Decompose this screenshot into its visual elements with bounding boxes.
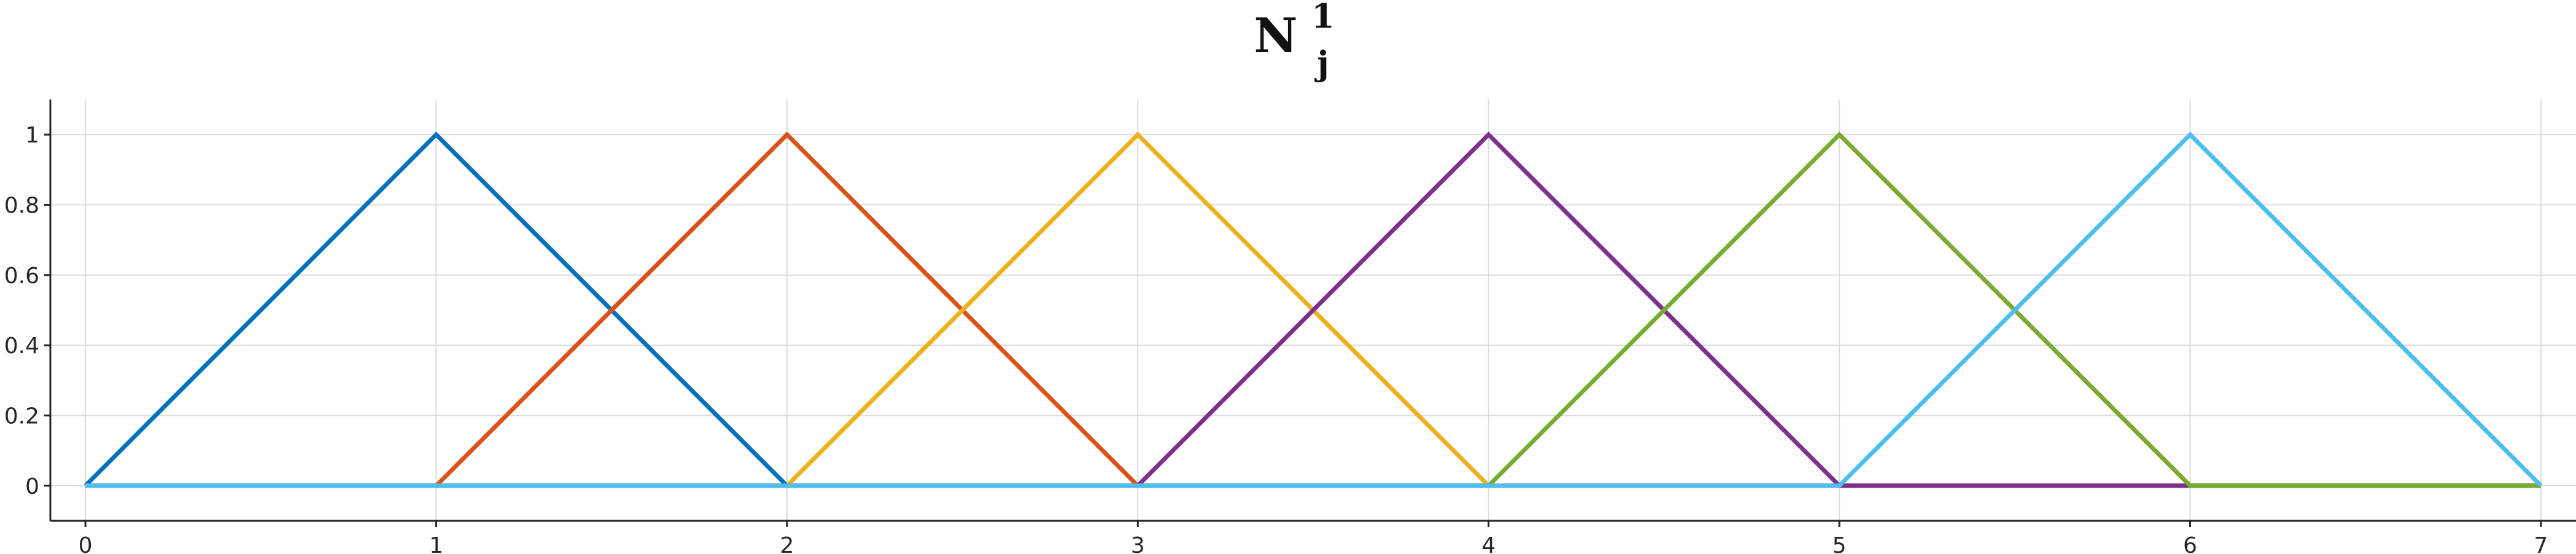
chart-title-subscript: j bbox=[1314, 44, 1329, 83]
y-tick-label: 1 bbox=[25, 123, 39, 148]
x-axis-ticks: 0 1 2 3 4 5 6 7 bbox=[79, 521, 2548, 554]
chart-title-main: N bbox=[1254, 8, 1297, 64]
y-tick-label: 0 bbox=[25, 474, 39, 499]
x-tick-label: 6 bbox=[2183, 533, 2197, 554]
y-tick-label: 0.2 bbox=[4, 404, 39, 429]
x-tick-label: 1 bbox=[429, 533, 443, 554]
y-tick-label: 0.4 bbox=[4, 334, 39, 359]
y-tick-label: 0.8 bbox=[4, 193, 39, 219]
series-line-6 bbox=[85, 131, 2543, 488]
x-tick-label: 7 bbox=[2534, 533, 2548, 554]
x-tick-label: 4 bbox=[1481, 533, 1496, 554]
chart-title: N 1 j bbox=[1254, 0, 1334, 83]
x-tick-label: 2 bbox=[780, 533, 794, 554]
y-tick-label: 0.6 bbox=[4, 263, 39, 289]
grid bbox=[50, 99, 2576, 521]
x-tick-label: 0 bbox=[79, 533, 93, 554]
series-lines bbox=[83, 131, 2543, 488]
y-axis-ticks: 0 0.2 0.4 0.6 0.8 1 bbox=[4, 123, 50, 499]
axes bbox=[49, 99, 2576, 522]
x-tick-label: 3 bbox=[1131, 533, 1145, 554]
x-tick-label: 5 bbox=[1833, 533, 1847, 554]
chart-title-superscript: 1 bbox=[1311, 0, 1335, 36]
series-line-4 bbox=[85, 131, 2541, 488]
